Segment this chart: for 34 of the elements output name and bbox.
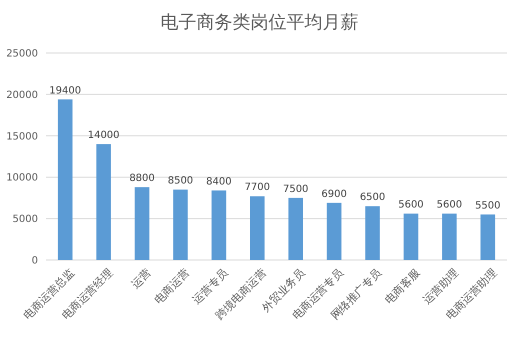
x-tick-label: 电商客服 bbox=[382, 266, 423, 307]
y-tick-label: 15000 bbox=[6, 131, 38, 142]
y-tick-label: 20000 bbox=[6, 90, 38, 101]
data-label: 5600 bbox=[436, 200, 462, 211]
x-tick-label: 运营 bbox=[128, 266, 154, 292]
y-tick-label: 5000 bbox=[12, 214, 38, 226]
data-label: 6500 bbox=[360, 192, 386, 204]
bar bbox=[365, 206, 380, 260]
data-label: 5500 bbox=[475, 200, 501, 212]
data-label: 7700 bbox=[244, 182, 270, 194]
data-label: 14000 bbox=[88, 130, 120, 142]
data-label: 8800 bbox=[129, 173, 155, 184]
data-label: 19400 bbox=[49, 85, 82, 96]
y-tick-label: 10000 bbox=[6, 172, 38, 184]
bar bbox=[134, 187, 150, 260]
data-label: 8400 bbox=[206, 176, 232, 188]
y-tick-label: 0 bbox=[32, 256, 38, 266]
bar bbox=[404, 214, 418, 260]
data-label: 7500 bbox=[282, 184, 308, 195]
bar bbox=[442, 214, 457, 260]
bar bbox=[288, 198, 304, 260]
x-tick-label: 电商运营 bbox=[152, 266, 192, 307]
chart-title: 电子商务类岗位平均月薪 bbox=[160, 12, 358, 33]
bar bbox=[58, 99, 73, 260]
data-label: 6900 bbox=[321, 188, 347, 200]
bar bbox=[173, 190, 188, 260]
bar bbox=[326, 202, 342, 260]
bar bbox=[212, 190, 226, 260]
bar bbox=[250, 196, 265, 260]
bar bbox=[480, 214, 496, 260]
data-label: 8500 bbox=[168, 176, 194, 187]
y-tick-label: 25000 bbox=[6, 48, 38, 60]
data-label: 5600 bbox=[398, 200, 424, 211]
bar bbox=[96, 144, 111, 260]
